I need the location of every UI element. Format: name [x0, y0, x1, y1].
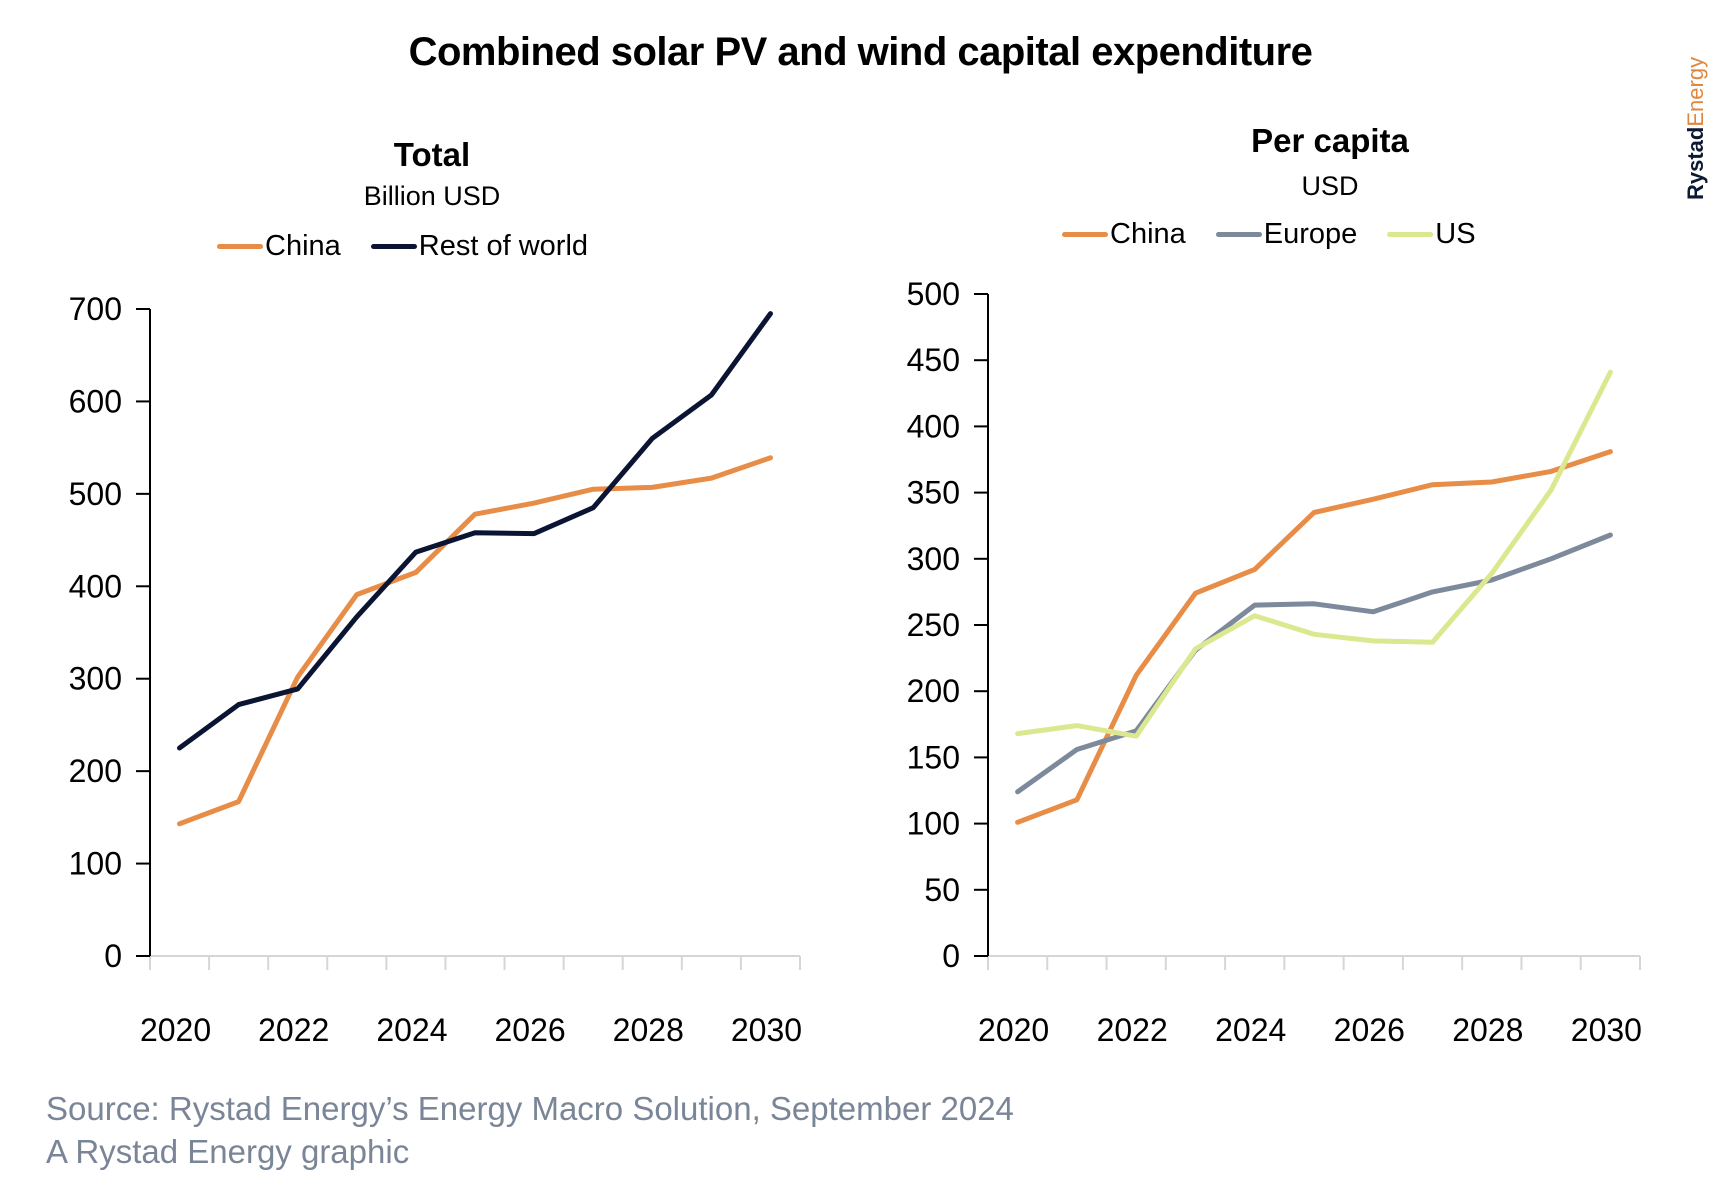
left-y-tick-label: 0 [104, 938, 122, 974]
left-x-tick-label: 2022 [258, 1012, 329, 1048]
left-panel-title: Total [393, 136, 471, 173]
right-y-tick-label: 450 [907, 342, 960, 378]
logo-part-2: Energy [1683, 56, 1708, 127]
legend-label: China [265, 230, 341, 262]
legend-item-china: China [217, 230, 341, 263]
left-y-tick-label: 400 [69, 568, 122, 604]
left-x-tick-label: 2020 [140, 1012, 211, 1048]
legend-item-europe: Europe [1215, 218, 1358, 251]
right-x-tick-label: 2030 [1571, 1012, 1642, 1048]
right-legend: China Europe US [1062, 218, 1506, 251]
right-series-europe [1015, 532, 1613, 795]
logo-part-1: Rystad [1683, 126, 1708, 200]
right-y-tick-label: 400 [907, 408, 960, 444]
right-y-tick-label: 0 [942, 938, 960, 974]
right-panel-title: Per capita [1251, 122, 1409, 159]
legend-label: US [1435, 218, 1476, 250]
right-y-tick-label: 150 [907, 739, 960, 775]
legend-label: China [1110, 218, 1186, 250]
right-y-tick-label: 200 [907, 673, 960, 709]
left-x-tick-label: 2028 [613, 1012, 684, 1048]
legend-swatch-rest-of-world [370, 244, 417, 249]
legend-label: Europe [1263, 218, 1358, 250]
right-y-tick-label: 350 [907, 475, 960, 511]
left-series-china [177, 455, 773, 827]
right-series-us [1015, 369, 1613, 739]
left-legend: China Rest of world [217, 230, 618, 263]
left-y-tick-label: 300 [69, 661, 122, 697]
left-y-tick-label: 100 [69, 846, 122, 882]
right-x-tick-label: 2020 [978, 1012, 1049, 1048]
left-x-tick-label: 2026 [494, 1012, 565, 1048]
left-x-tick-label: 2030 [731, 1012, 802, 1048]
right-y-tick-label: 50 [924, 872, 960, 908]
left-series-rest-of-world [177, 311, 773, 751]
legend-item-rest-of-world: Rest of world [370, 230, 589, 263]
left-y-tick-label: 200 [69, 753, 122, 789]
right-x-tick-label: 2024 [1215, 1012, 1286, 1048]
right-y-tick-label: 250 [907, 607, 960, 643]
left-y-tick-label: 700 [69, 291, 122, 327]
left-y-tick-label: 500 [69, 476, 122, 512]
legend-swatch-china [1062, 232, 1108, 237]
right-y-tick-label: 100 [907, 806, 960, 842]
source-line-2: A Rystad Energy graphic [46, 1133, 410, 1170]
left-panel-subtitle: Billion USD [363, 181, 501, 211]
left-y-tick-label: 600 [69, 383, 122, 419]
right-series-china [1015, 449, 1613, 825]
legend-swatch-europe [1215, 232, 1262, 237]
legend-item-china: China [1062, 218, 1186, 251]
legend-label: Rest of world [418, 230, 589, 262]
right-x-tick-label: 2022 [1097, 1012, 1168, 1048]
legend-item-us: US [1387, 218, 1476, 251]
right-x-tick-label: 2026 [1334, 1012, 1405, 1048]
chart-title: Combined solar PV and wind capital expen… [408, 30, 1313, 74]
right-y-tick-label: 500 [907, 276, 960, 312]
rystad-energy-logo: RystadEnergy [1683, 57, 1709, 200]
right-y-tick-label: 300 [907, 541, 960, 577]
right-panel-subtitle: USD [1301, 171, 1359, 201]
legend-swatch-china [217, 244, 263, 249]
left-x-tick-label: 2024 [376, 1012, 447, 1048]
source-line-1: Source: Rystad Energy’s Energy Macro Sol… [46, 1090, 1014, 1127]
right-x-tick-label: 2028 [1452, 1012, 1523, 1048]
legend-swatch-us [1387, 232, 1434, 237]
